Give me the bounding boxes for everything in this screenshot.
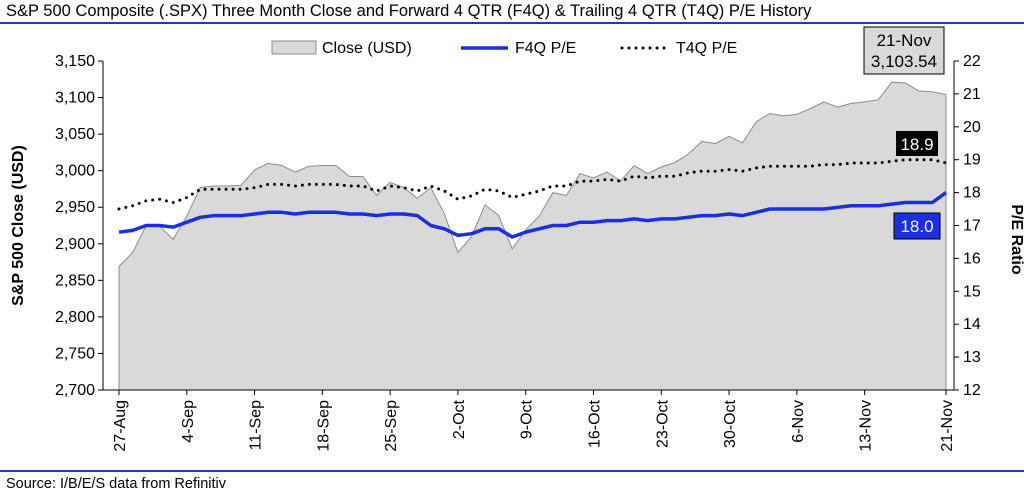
y-tick-label: 2,800 [55, 309, 95, 326]
x-tick-label: 16-Oct [587, 399, 604, 448]
t4q-end-label-box [896, 131, 938, 156]
footer-rule [0, 470, 1024, 472]
series-close-area [118, 81, 947, 391]
x-tick-label: 9-Oct [519, 399, 536, 439]
y-tick-label: 3,050 [55, 126, 95, 143]
legend-label-t4q: T4Q P/E [676, 40, 737, 57]
y2-tick-label: 22 [963, 53, 981, 70]
y2-tick-label: 21 [963, 86, 981, 103]
x-tick-label: 13-Nov [858, 400, 875, 452]
legend-swatch-close [271, 40, 317, 55]
x-tick-label: 11-Sep [248, 400, 265, 451]
f4q-end-label: 18.0 [900, 217, 933, 236]
y-tick-label: 2,750 [55, 345, 95, 362]
callout-box [863, 26, 945, 75]
callout-value: 3,103.54 [871, 52, 937, 71]
y-tick-label: 2,700 [55, 382, 95, 399]
x-tick-label: 21-Nov [939, 400, 956, 452]
y2-axis-title: P/E Ratio [1008, 204, 1024, 274]
y-tick-label: 2,950 [55, 199, 95, 216]
y2-tick-label: 20 [963, 119, 981, 136]
y2-tick-label: 19 [963, 152, 981, 169]
ticks-layer: 2,700 2,750 2,800 2,850 2,900 2,950 3,000 3,050… [10, 53, 1024, 452]
f4q-end-label-box [893, 212, 941, 240]
x-tick-label: 18-Sep [315, 400, 332, 452]
callout-date: 21-Nov [877, 31, 932, 50]
x-tick-label: 27-Aug [112, 400, 129, 452]
line-layer [117, 158, 948, 239]
y2-tick-label: 13 [963, 349, 981, 366]
legend: Close (USD) F4Q P/E T4Q P/E [271, 40, 737, 57]
y2-tick-label: 16 [963, 250, 981, 267]
series-f4q-line [118, 191, 948, 239]
legend-label-f4q: F4Q P/E [515, 40, 576, 57]
annotations: 21-Nov 3,103.54 18.9 18.0 [863, 26, 945, 240]
y-tick-label: 3,000 [55, 163, 95, 180]
x-tick-label: 4-Sep [180, 400, 197, 443]
x-tick-label: 23-Oct [654, 399, 671, 448]
area-layer [118, 81, 947, 391]
y-tick-label: 2,900 [55, 236, 95, 253]
x-tick-label: 30-Oct [722, 399, 739, 448]
x-tick-label: 2-Oct [451, 399, 468, 439]
x-tick-label: 6-Nov [790, 400, 807, 443]
y-tick-label: 2,850 [55, 272, 95, 289]
y2-tick-label: 18 [963, 185, 981, 202]
chart-title: S&P 500 Composite (.SPX) Three Month Clo… [6, 2, 812, 20]
title-rule [0, 22, 1024, 24]
y2-tick-label: 15 [963, 283, 981, 300]
y2-tick-label: 17 [963, 218, 981, 235]
x-tick-label: 25-Sep [383, 400, 400, 452]
chart-canvas: 2,700 2,750 2,800 2,850 2,900 2,950 3,000 3,050… [10, 26, 1024, 452]
t4q-end-label: 18.9 [900, 135, 933, 154]
legend-label-close: Close (USD) [322, 40, 412, 57]
y-tick-label: 3,100 [55, 90, 95, 107]
y2-tick-label: 14 [963, 316, 981, 333]
y2-tick-label: 12 [963, 382, 981, 399]
y-tick-label: 3,150 [55, 53, 95, 70]
y-axis-title: S&P 500 Close (USD) [10, 145, 27, 306]
source-note: Source: I/B/E/S data from Refinitiv [6, 476, 227, 492]
